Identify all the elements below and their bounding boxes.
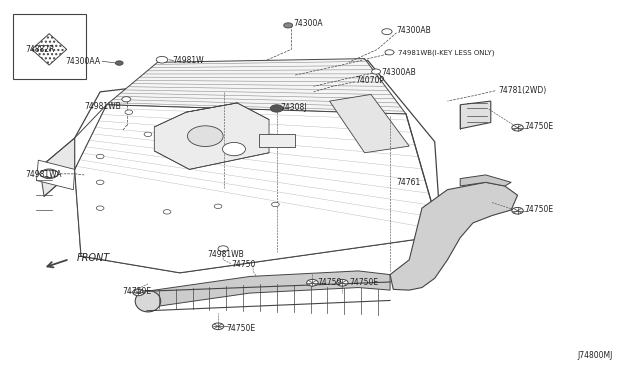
Polygon shape (31, 34, 67, 65)
Text: 74981WB: 74981WB (84, 102, 121, 111)
Polygon shape (75, 105, 106, 169)
Text: 74781(2WD): 74781(2WD) (499, 86, 547, 94)
Text: 74070P: 74070P (355, 76, 384, 85)
Text: 74300AB: 74300AB (382, 68, 417, 77)
Circle shape (156, 57, 168, 63)
Circle shape (372, 69, 381, 74)
Ellipse shape (135, 291, 161, 312)
Text: 74308J: 74308J (280, 103, 307, 112)
Circle shape (214, 204, 222, 209)
Circle shape (223, 142, 246, 156)
Polygon shape (106, 59, 406, 114)
Text: 74882R: 74882R (25, 45, 54, 54)
FancyBboxPatch shape (259, 134, 294, 147)
Polygon shape (390, 182, 518, 290)
Text: 74981WB: 74981WB (207, 250, 244, 259)
Text: 74981WA: 74981WA (26, 170, 62, 179)
Polygon shape (330, 94, 409, 153)
Text: 74750E: 74750E (524, 122, 553, 131)
Circle shape (132, 289, 144, 296)
Polygon shape (460, 101, 491, 129)
Circle shape (337, 279, 348, 286)
Text: FRONT: FRONT (77, 253, 110, 263)
Circle shape (97, 206, 104, 211)
Circle shape (188, 126, 223, 147)
Circle shape (271, 202, 279, 207)
Polygon shape (75, 105, 441, 273)
Circle shape (97, 180, 104, 185)
Polygon shape (460, 175, 511, 186)
Text: 74750E: 74750E (524, 205, 553, 215)
Text: 74750E: 74750E (122, 288, 152, 296)
Text: 74750E: 74750E (349, 278, 378, 287)
Circle shape (307, 279, 318, 286)
Circle shape (115, 61, 123, 65)
Text: 74761: 74761 (396, 178, 420, 187)
Text: 74300A: 74300A (293, 19, 323, 28)
Bar (13, 14, 86, 79)
Polygon shape (40, 138, 75, 196)
Text: 74981WB(I-KEY LESS ONLY): 74981WB(I-KEY LESS ONLY) (397, 50, 494, 56)
Circle shape (512, 208, 524, 214)
Text: 74750E: 74750E (227, 324, 255, 333)
Circle shape (512, 124, 524, 131)
Polygon shape (75, 61, 441, 273)
Circle shape (284, 23, 292, 28)
Text: 74981W: 74981W (172, 56, 204, 65)
Circle shape (41, 169, 58, 179)
Circle shape (125, 110, 132, 114)
Circle shape (163, 210, 171, 214)
Circle shape (270, 105, 283, 112)
Text: 74300AA: 74300AA (65, 57, 100, 66)
Polygon shape (147, 271, 390, 308)
Circle shape (382, 29, 392, 35)
Ellipse shape (40, 170, 59, 177)
Text: 74750: 74750 (231, 260, 256, 269)
Circle shape (122, 97, 131, 102)
Circle shape (385, 50, 394, 55)
Circle shape (212, 323, 224, 330)
Circle shape (218, 246, 228, 252)
Polygon shape (36, 160, 75, 190)
Circle shape (144, 132, 152, 137)
Circle shape (97, 154, 104, 159)
Text: 74759: 74759 (317, 278, 342, 287)
Polygon shape (154, 103, 269, 169)
Text: J74800MJ: J74800MJ (578, 351, 613, 360)
Text: 74300AB: 74300AB (396, 26, 431, 35)
